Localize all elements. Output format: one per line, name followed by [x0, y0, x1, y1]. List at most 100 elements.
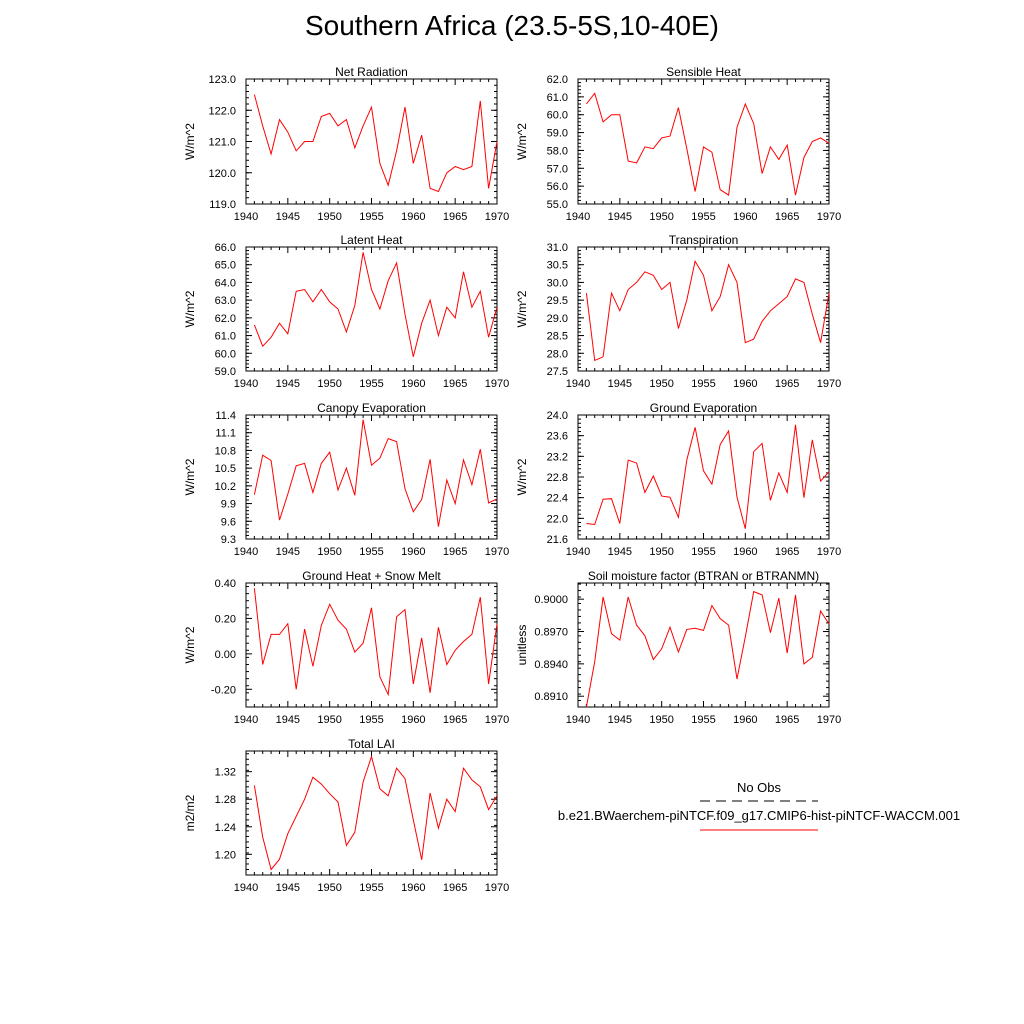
- x-tick-label: 1940: [566, 211, 590, 223]
- series-line: [253, 419, 498, 527]
- x-tick-label: 1960: [733, 714, 757, 726]
- y-tick-label: 62.0: [215, 313, 236, 325]
- plot-frame: [245, 750, 498, 876]
- legend: No Obs b.e21.BWaerchem-piNTCF.f09_g17.CM…: [558, 780, 960, 831]
- y-tick-label: 57.0: [547, 163, 568, 175]
- x-tick-label: 1950: [317, 378, 341, 390]
- y-tick-label: 29.5: [547, 295, 568, 307]
- x-tick-label: 1970: [485, 882, 509, 894]
- panel-2: Sensible Heat W/m^2 1940 1945 1950 1955 1960 19…: [515, 65, 841, 223]
- series-line: [253, 252, 498, 357]
- plot-frame: [245, 414, 498, 540]
- panel-5: Canopy Evaporation W/m^2 1940 1945 1950 1955 1…: [183, 401, 509, 558]
- y-tick-label: 1.32: [215, 767, 236, 779]
- x-tick-label: 1970: [485, 378, 509, 390]
- y-axis-label: W/m^2: [183, 458, 197, 495]
- x-tick-label: 1960: [733, 546, 757, 558]
- x-tick-label: 1955: [359, 714, 383, 726]
- y-tick-label: -0.20: [211, 684, 236, 696]
- plot-frame: [577, 246, 830, 372]
- x-tick-label: 1965: [775, 714, 799, 726]
- y-tick-label: 60.0: [547, 110, 568, 122]
- y-tick-label: 62.0: [547, 74, 568, 86]
- plot-frame: [577, 78, 830, 205]
- y-tick-label: 64.0: [215, 277, 236, 289]
- y-tick-label: 22.0: [547, 513, 568, 525]
- x-tick-label: 1960: [733, 378, 757, 390]
- y-tick-label: 1.28: [215, 794, 236, 806]
- panel-title: Ground Heat + Snow Melt: [302, 569, 441, 583]
- x-tick-label: 1965: [775, 211, 799, 223]
- panel-title: Total LAI: [348, 737, 395, 751]
- x-tick-label: 1965: [443, 211, 467, 223]
- y-tick-label: 63.0: [215, 295, 236, 307]
- x-tick-label: 1970: [817, 714, 841, 726]
- x-tick-label: 1945: [608, 378, 632, 390]
- y-tick-label: 122.0: [208, 105, 236, 117]
- x-tick-label: 1965: [443, 714, 467, 726]
- y-tick-label: 23.6: [547, 431, 568, 443]
- y-tick-label: 65.0: [215, 260, 236, 272]
- y-tick-label: 22.8: [547, 472, 568, 484]
- y-tick-label: 30.0: [547, 277, 568, 289]
- y-axis-label: W/m^2: [515, 290, 529, 327]
- y-tick-label: 11.1: [215, 428, 236, 440]
- x-tick-label: 1965: [443, 882, 467, 894]
- y-tick-label: 10.5: [215, 463, 236, 475]
- y-tick-label: 9.3: [221, 534, 236, 546]
- y-tick-label: 66.0: [215, 242, 236, 254]
- x-tick-label: 1955: [359, 882, 383, 894]
- panel-title: Canopy Evaporation: [317, 401, 426, 415]
- x-tick-label: 1970: [485, 211, 509, 223]
- y-tick-label: 0.40: [215, 578, 236, 590]
- y-axis-label: W/m^2: [183, 290, 197, 327]
- series-line: [585, 259, 830, 362]
- x-tick-label: 1965: [443, 546, 467, 558]
- legend-obs-label: No Obs: [737, 780, 782, 795]
- panel-8: Soil moisture factor (BTRAN or BTRANMN) u…: [515, 569, 841, 726]
- panel-3: Latent Heat W/m^2 1940 1945 1950 1955 1960 1965…: [183, 233, 509, 390]
- x-tick-label: 1940: [234, 546, 258, 558]
- x-tick-label: 1955: [359, 546, 383, 558]
- x-tick-label: 1940: [234, 211, 258, 223]
- x-tick-label: 1950: [649, 714, 673, 726]
- y-tick-label: 55.0: [547, 199, 568, 211]
- x-tick-label: 1945: [276, 211, 300, 223]
- y-axis-label: W/m^2: [515, 123, 529, 160]
- x-tick-label: 1970: [817, 546, 841, 558]
- y-tick-label: 0.8910: [534, 691, 568, 703]
- y-tick-label: 0.20: [215, 613, 236, 625]
- x-tick-label: 1950: [317, 882, 341, 894]
- panel-title: Transpiration: [669, 233, 739, 247]
- y-tick-label: 0.9000: [534, 594, 568, 606]
- y-tick-label: 61.0: [547, 92, 568, 104]
- y-tick-label: 120.0: [208, 168, 236, 180]
- x-tick-label: 1970: [485, 546, 509, 558]
- plot-frame: [245, 582, 498, 708]
- x-tick-label: 1940: [234, 714, 258, 726]
- x-tick-label: 1940: [234, 378, 258, 390]
- y-axis-label: W/m^2: [183, 626, 197, 663]
- y-tick-label: 61.0: [215, 331, 236, 343]
- y-tick-label: 23.2: [547, 451, 568, 463]
- x-tick-label: 1950: [317, 211, 341, 223]
- x-tick-label: 1960: [401, 882, 425, 894]
- x-tick-label: 1960: [401, 211, 425, 223]
- y-tick-label: 28.0: [547, 348, 568, 360]
- y-tick-label: 60.0: [215, 348, 236, 360]
- y-tick-label: 121.0: [208, 137, 236, 149]
- series-line: [586, 424, 830, 529]
- panel-title: Latent Heat: [340, 233, 403, 247]
- x-tick-label: 1940: [566, 378, 590, 390]
- panel-4: Transpiration W/m^2 1940 1945 1950 1955 1960 19…: [515, 233, 841, 390]
- y-tick-label: 30.5: [547, 260, 568, 272]
- series-line: [585, 590, 830, 708]
- y-tick-label: 123.0: [208, 74, 236, 86]
- y-axis-label: W/m^2: [515, 458, 529, 495]
- x-tick-label: 1960: [401, 546, 425, 558]
- y-tick-label: 29.0: [547, 313, 568, 325]
- x-tick-label: 1970: [485, 714, 509, 726]
- panel-title: Ground Evaporation: [650, 401, 757, 415]
- x-tick-label: 1965: [443, 378, 467, 390]
- x-tick-label: 1950: [649, 546, 673, 558]
